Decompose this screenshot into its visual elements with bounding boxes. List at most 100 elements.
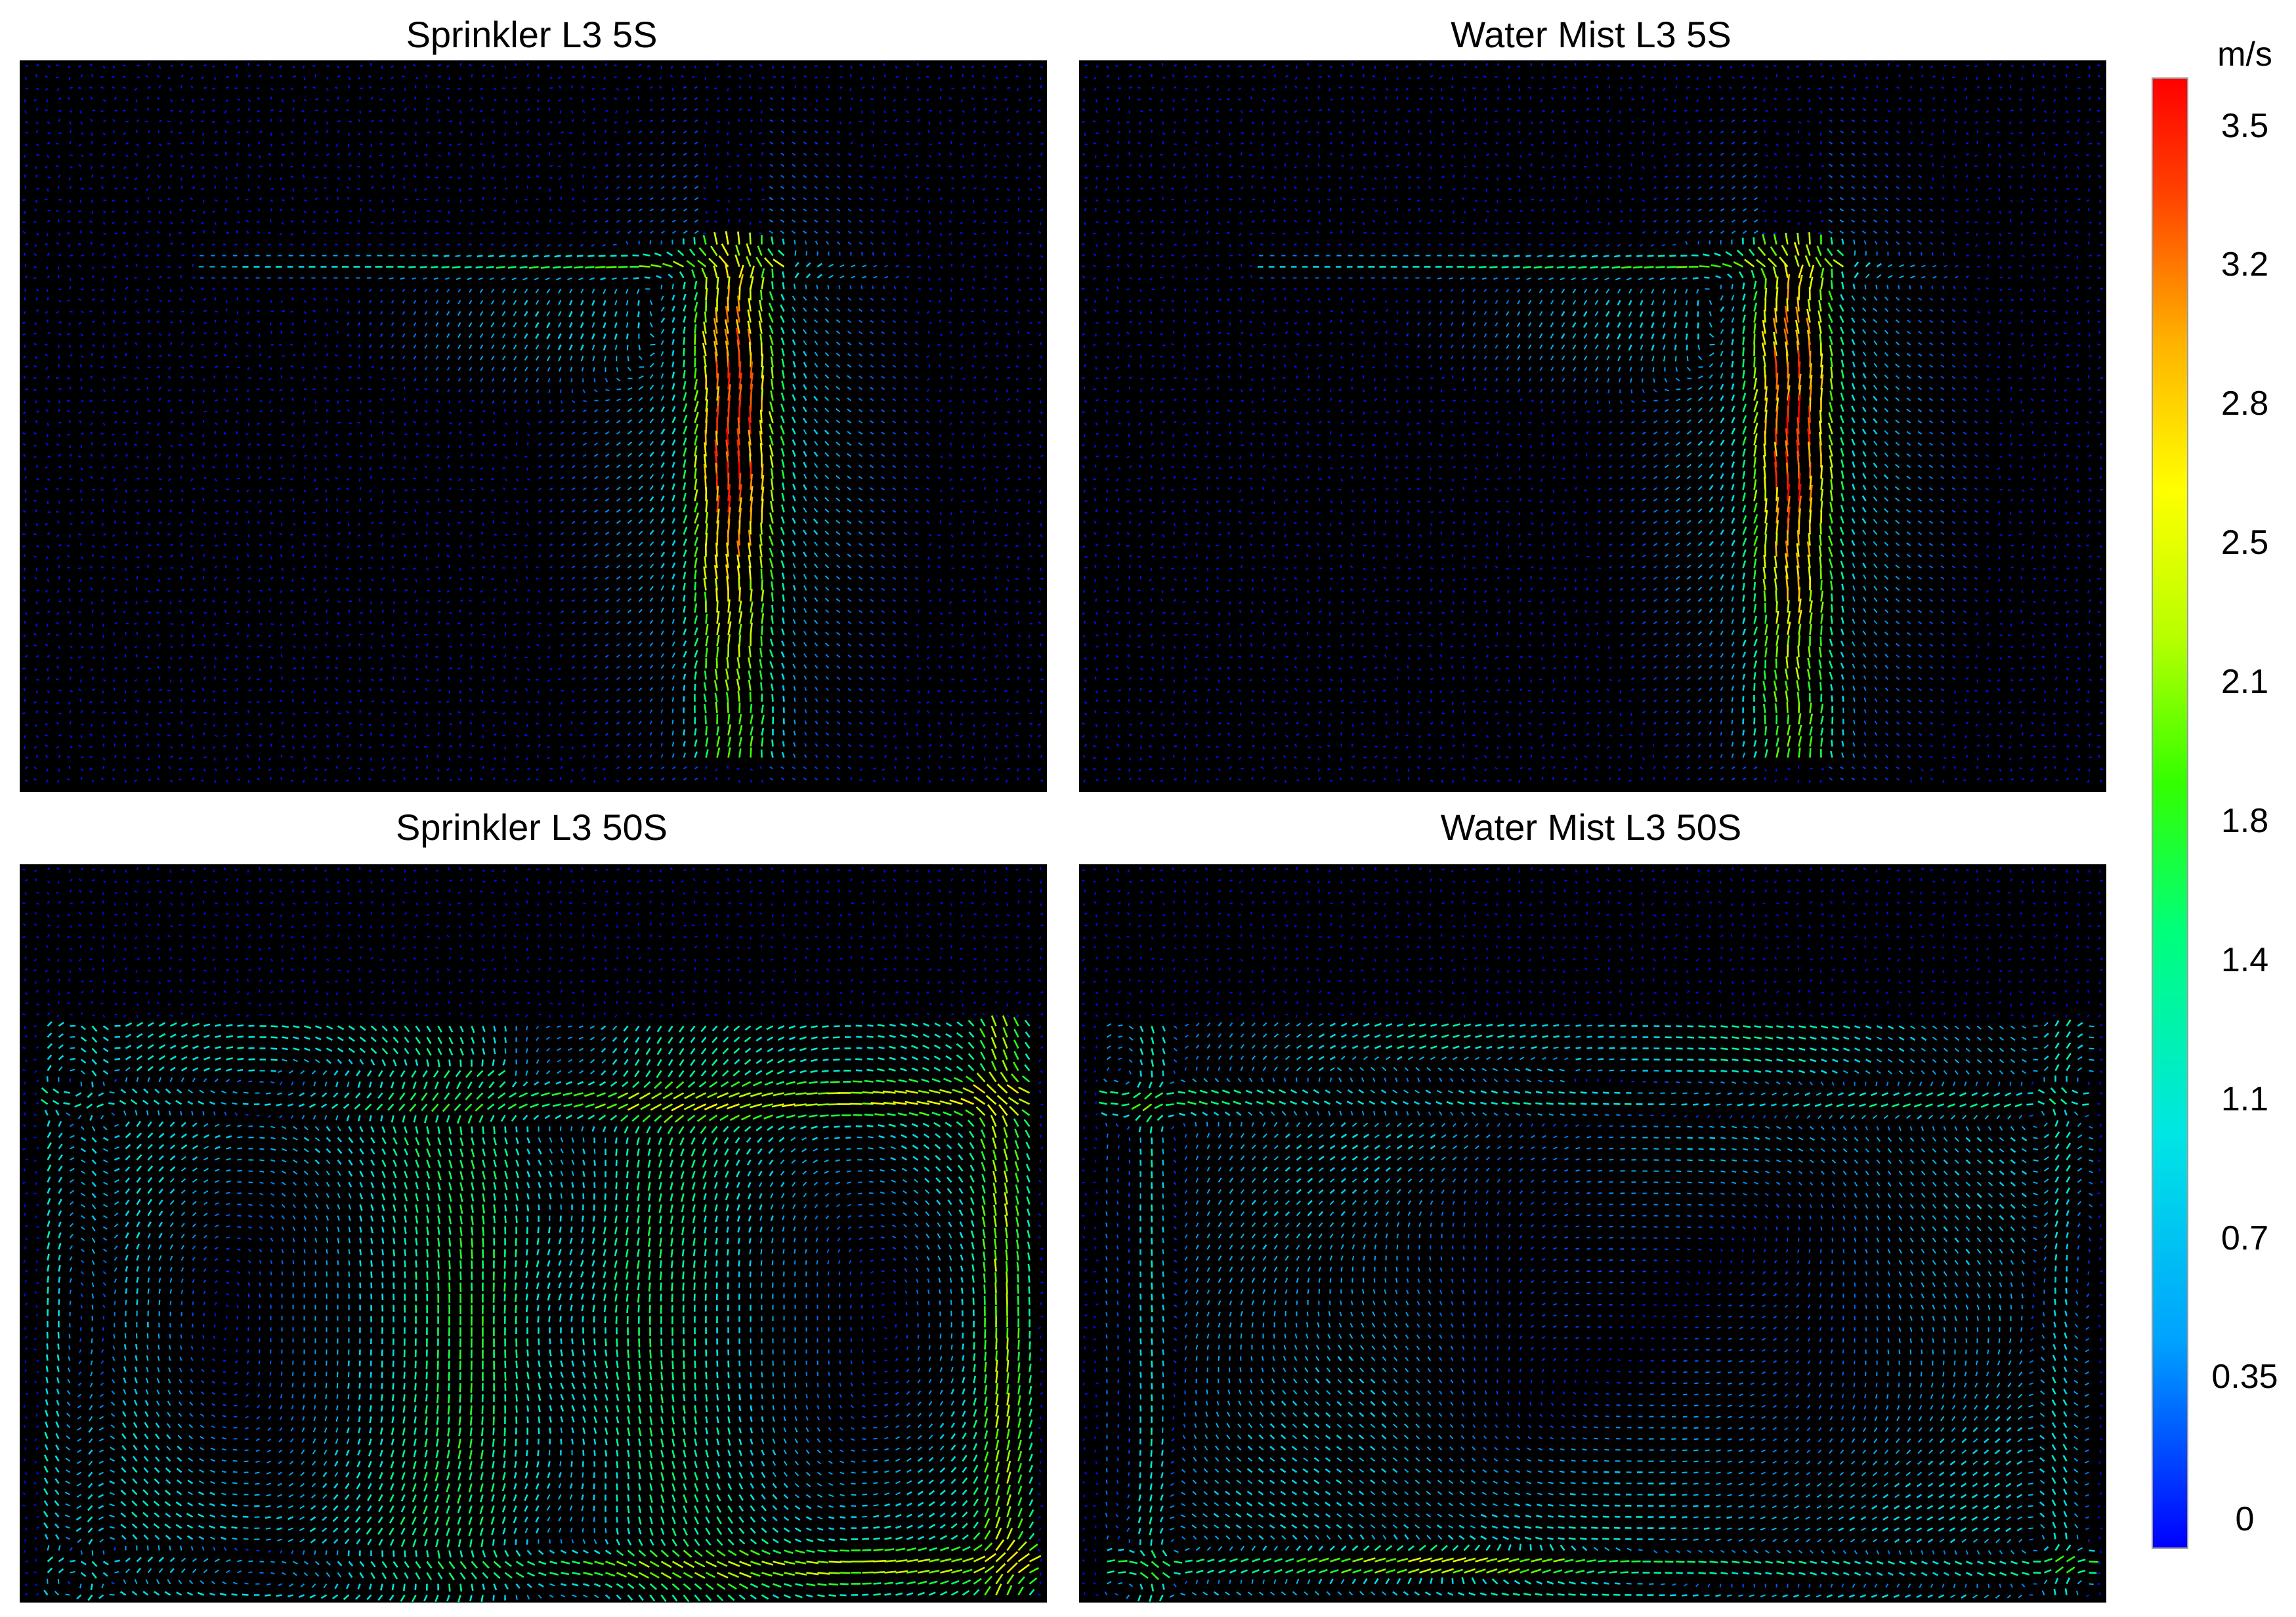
- velocity-vector: [792, 551, 796, 558]
- velocity-vector: [1029, 465, 1032, 468]
- velocity-vector: [382, 187, 386, 190]
- velocity-vector: [114, 454, 117, 457]
- velocity-vector: [368, 400, 372, 403]
- velocity-vector: [738, 484, 742, 501]
- velocity-vector: [137, 76, 140, 78]
- velocity-vector: [769, 558, 774, 568]
- velocity-vector: [137, 366, 140, 369]
- velocity-vector: [257, 64, 260, 67]
- velocity-vector: [939, 88, 943, 91]
- velocity-vector: [881, 565, 885, 569]
- velocity-vector: [469, 599, 472, 602]
- velocity-vector: [802, 529, 807, 536]
- velocity-vector: [158, 211, 161, 214]
- velocity-vector: [515, 478, 519, 482]
- velocity-vector: [870, 520, 874, 524]
- velocity-vector: [804, 240, 807, 245]
- velocity-vector: [948, 119, 952, 123]
- velocity-vector: [469, 188, 472, 190]
- velocity-vector: [1029, 166, 1031, 169]
- velocity-vector: [459, 532, 463, 536]
- velocity-vector: [903, 520, 908, 524]
- velocity-vector: [792, 339, 796, 346]
- velocity-vector: [813, 429, 818, 435]
- velocity-vector: [850, 141, 853, 145]
- velocity-vector: [349, 210, 352, 212]
- velocity-vector: [538, 488, 542, 491]
- velocity-vector: [892, 342, 897, 346]
- velocity-vector: [268, 377, 272, 381]
- velocity-vector: [813, 552, 818, 558]
- velocity-vector: [927, 200, 930, 203]
- velocity-vector: [507, 266, 517, 269]
- velocity-vector: [148, 422, 151, 425]
- velocity-vector: [683, 175, 687, 178]
- velocity-vector: [214, 565, 218, 569]
- velocity-vector: [547, 345, 551, 350]
- velocity-vector: [145, 467, 148, 470]
- velocity-vector: [948, 522, 952, 526]
- velocity-vector: [994, 210, 997, 214]
- velocity-vector: [939, 65, 943, 68]
- velocity-vector: [759, 98, 763, 102]
- velocity-vector: [917, 230, 920, 234]
- velocity-vector: [157, 467, 160, 471]
- velocity-vector: [716, 276, 719, 289]
- velocity-vector: [168, 455, 171, 459]
- velocity-vector: [616, 553, 621, 558]
- velocity-vector: [402, 567, 406, 570]
- velocity-vector: [605, 230, 609, 234]
- velocity-vector: [802, 230, 807, 234]
- velocity-vector: [381, 377, 385, 381]
- velocity-vector: [67, 555, 70, 558]
- velocity-vector: [591, 289, 595, 294]
- velocity-vector: [56, 556, 60, 560]
- velocity-vector: [326, 130, 328, 133]
- velocity-vector: [504, 152, 508, 156]
- velocity-vector: [626, 110, 629, 114]
- velocity-vector: [89, 86, 93, 89]
- velocity-vector: [625, 87, 629, 91]
- velocity-vector: [859, 64, 863, 67]
- velocity-vector: [103, 119, 106, 123]
- velocity-vector: [47, 275, 50, 279]
- velocity-vector: [112, 298, 115, 301]
- velocity-vector: [324, 467, 328, 471]
- velocity-vector: [569, 96, 573, 100]
- velocity-vector: [683, 130, 687, 134]
- velocity-vector: [660, 608, 664, 613]
- velocity-vector: [694, 489, 698, 501]
- velocity-vector: [903, 576, 908, 580]
- velocity-vector: [33, 266, 37, 268]
- velocity-vector: [769, 230, 774, 234]
- velocity-vector: [917, 198, 921, 201]
- velocity-vector: [995, 398, 998, 401]
- velocity-vector: [638, 186, 643, 190]
- velocity-vector: [560, 465, 564, 469]
- velocity-vector: [156, 96, 160, 100]
- velocity-vector: [100, 645, 104, 648]
- velocity-vector: [192, 635, 194, 638]
- velocity-vector: [705, 211, 708, 214]
- velocity-vector: [836, 186, 841, 190]
- velocity-vector: [1040, 222, 1042, 225]
- velocity-vector: [870, 442, 874, 446]
- velocity-vector: [424, 322, 428, 327]
- velocity-vector: [526, 222, 530, 225]
- velocity-vector: [524, 366, 528, 371]
- velocity-vector: [982, 74, 986, 78]
- velocity-vector: [949, 422, 952, 426]
- velocity-vector: [203, 211, 205, 214]
- velocity-vector: [716, 153, 720, 156]
- velocity-vector: [488, 255, 494, 258]
- velocity-vector: [768, 411, 774, 423]
- velocity-vector: [903, 387, 908, 390]
- velocity-vector: [803, 507, 807, 513]
- velocity-vector: [236, 108, 240, 112]
- velocity-vector: [190, 565, 194, 569]
- velocity-vector: [738, 472, 742, 490]
- velocity-vector: [894, 252, 897, 256]
- velocity-vector: [993, 175, 996, 178]
- velocity-vector: [371, 221, 374, 223]
- velocity-vector: [46, 434, 49, 437]
